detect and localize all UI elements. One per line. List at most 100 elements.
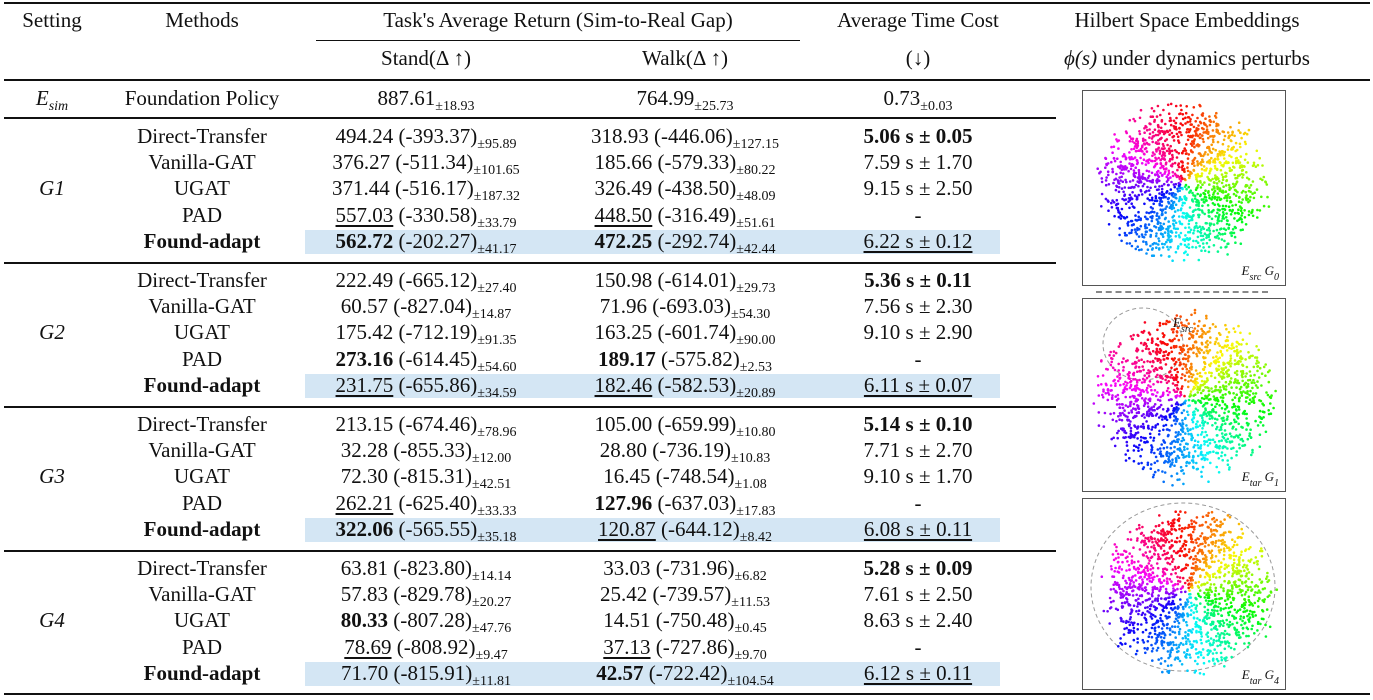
stand-gap: (-827.04)	[393, 294, 473, 319]
walk-cell: 16.45 (-748.54)±1.08	[603, 464, 766, 497]
stand-std: ±14.87	[472, 307, 512, 323]
walk-value: 37.13	[603, 634, 651, 659]
time-value: 5.28 s ± 0.09	[863, 556, 973, 580]
stand-gap: (-807.28)	[393, 608, 473, 633]
time-cell: -	[915, 347, 922, 371]
header-task-group: Task's Average Return (Sim-to-Real Gap)	[383, 8, 733, 32]
g2-bottom-rule	[4, 406, 1056, 408]
stand-gap: (-625.40)	[398, 490, 478, 515]
walk-gap: (-736.19)	[652, 438, 732, 463]
time-cell: 9.10 s ± 1.70	[864, 464, 973, 488]
method-name: PAD	[181, 490, 223, 515]
walk-cell: 472.25 (-292.74)±42.44	[595, 229, 776, 262]
walk-std: ±9.70	[734, 647, 767, 663]
walk-std: ±8.42	[739, 529, 772, 545]
stand-value: 887.61	[377, 86, 436, 110]
stand-cell: 376.27 (-511.34)±101.65	[332, 150, 519, 183]
g1-bottom-rule	[4, 262, 1056, 264]
walk-std: ±51.61	[736, 215, 776, 231]
embedding-panel-tar-g1: Esrc Etar G1	[1082, 298, 1286, 492]
panel-tar-g1-label: Etar G1	[1241, 469, 1279, 489]
walk-gap: (-582.53)	[657, 372, 737, 397]
time-value: 9.10 s ± 2.90	[863, 320, 973, 345]
time-value: -	[914, 346, 922, 371]
time-cell: -	[915, 203, 922, 227]
stand-std: ±34.59	[477, 385, 517, 401]
walk-cell: 28.80 (-736.19)±10.83	[600, 438, 770, 471]
method-name: UGAT	[174, 320, 230, 345]
foundation-time: 0.73±0.03	[884, 86, 953, 119]
stand-value: 213.15	[335, 412, 394, 436]
stand-std: ±41.17	[477, 241, 517, 257]
walk-std: ±90.00	[736, 333, 776, 349]
walk-std: ±0.45	[734, 621, 767, 637]
panel-src-label: Esrc G0	[1241, 263, 1279, 283]
time-cell: 6.22 s ± 0.12	[864, 229, 973, 253]
header-time-arrow: (↓)	[905, 46, 931, 70]
stand-gap: (-393.37)	[398, 124, 478, 148]
stand-std: ±54.60	[477, 359, 517, 375]
setting-label-g4: G4	[39, 608, 65, 633]
walk-value: 318.93	[591, 124, 649, 148]
panel-inner-label: Esrc	[1173, 315, 1193, 335]
method-name: PAD	[181, 346, 223, 371]
walk-value: 25.42	[600, 582, 648, 607]
header-stand: Stand(Δ ↑)	[381, 46, 471, 70]
walk-std: ±42.44	[736, 241, 776, 257]
time-value: 7.71 s ± 2.70	[863, 438, 973, 463]
walk-gap: (-693.03)	[652, 294, 732, 319]
embedding-scatter-tar-g4	[1090, 502, 1279, 676]
method-name: PAD	[181, 634, 223, 659]
setting-label-g3: G3	[39, 464, 65, 489]
stand-std: ±42.51	[472, 477, 512, 493]
walk-cell: 163.25 (-601.74)±90.00	[595, 320, 776, 353]
walk-gap: (-614.01)	[657, 268, 737, 292]
time-cell: 8.63 s ± 2.40	[864, 608, 973, 632]
method-name: Found-adapt	[143, 372, 261, 397]
stand-gap: (-855.33)	[393, 438, 473, 463]
walk-cell: 318.93 (-446.06)±127.15	[591, 124, 779, 157]
method-name: Found-adapt	[143, 660, 261, 685]
stand-value: 32.28	[340, 438, 389, 463]
walk-gap: (-575.82)	[661, 346, 740, 371]
header-methods: Methods	[165, 8, 239, 32]
stand-value: 322.06	[335, 516, 394, 541]
walk-std: ±54.30	[731, 307, 771, 323]
walk-gap: (-446.06)	[654, 124, 733, 148]
walk-value: 448.50	[594, 202, 653, 227]
found-adapt-highlight	[305, 229, 1000, 254]
time-cell: 7.59 s ± 1.70	[864, 150, 973, 174]
walk-value: 182.46	[594, 372, 653, 397]
time-value: -	[914, 202, 922, 227]
walk-gap: (-438.50)	[657, 176, 737, 201]
stand-cell: 371.44 (-516.17)±187.32	[332, 176, 520, 209]
time-value: 9.15 s ± 2.50	[863, 176, 973, 201]
time-value: 5.14 s ± 0.10	[863, 412, 973, 436]
time-cell: -	[915, 491, 922, 515]
header-walk: Walk(Δ ↑)	[642, 46, 728, 70]
time-cell: 7.56 s ± 2.30	[864, 294, 973, 318]
g3-bottom-rule	[4, 550, 1056, 552]
walk-gap: (-659.99)	[657, 412, 737, 436]
stand-std: ±95.89	[477, 137, 517, 152]
walk-gap: (-637.03)	[657, 490, 737, 515]
walk-value: 127.96	[594, 490, 653, 515]
walk-std: ±25.73	[694, 99, 734, 114]
stand-std: ±33.79	[477, 215, 517, 231]
stand-std: ±18.93	[435, 99, 475, 114]
foundation-setting: Esim	[36, 86, 68, 119]
foundation-bottom-rule	[4, 117, 1056, 119]
method-name: Vanilla-GAT	[148, 294, 256, 319]
walk-std: ±6.82	[734, 569, 767, 584]
walk-gap: (-750.48)	[655, 608, 735, 633]
walk-cell: 25.42 (-739.57)±11.53	[600, 582, 770, 615]
embedding-panel-tar-g4: Etar G4	[1082, 498, 1286, 690]
walk-cell: 150.98 (-614.01)±29.73	[595, 268, 776, 301]
walk-cell: 326.49 (-438.50)±48.09	[595, 176, 776, 209]
time-cell: 5.28 s ± 0.09	[864, 556, 973, 580]
method-name: Vanilla-GAT	[148, 150, 256, 175]
method-name: UGAT	[174, 608, 230, 633]
walk-cell: 37.13 (-727.86)±9.70	[603, 635, 766, 668]
stand-gap: (-815.31)	[393, 464, 473, 489]
foundation-method: Foundation Policy	[124, 86, 280, 110]
